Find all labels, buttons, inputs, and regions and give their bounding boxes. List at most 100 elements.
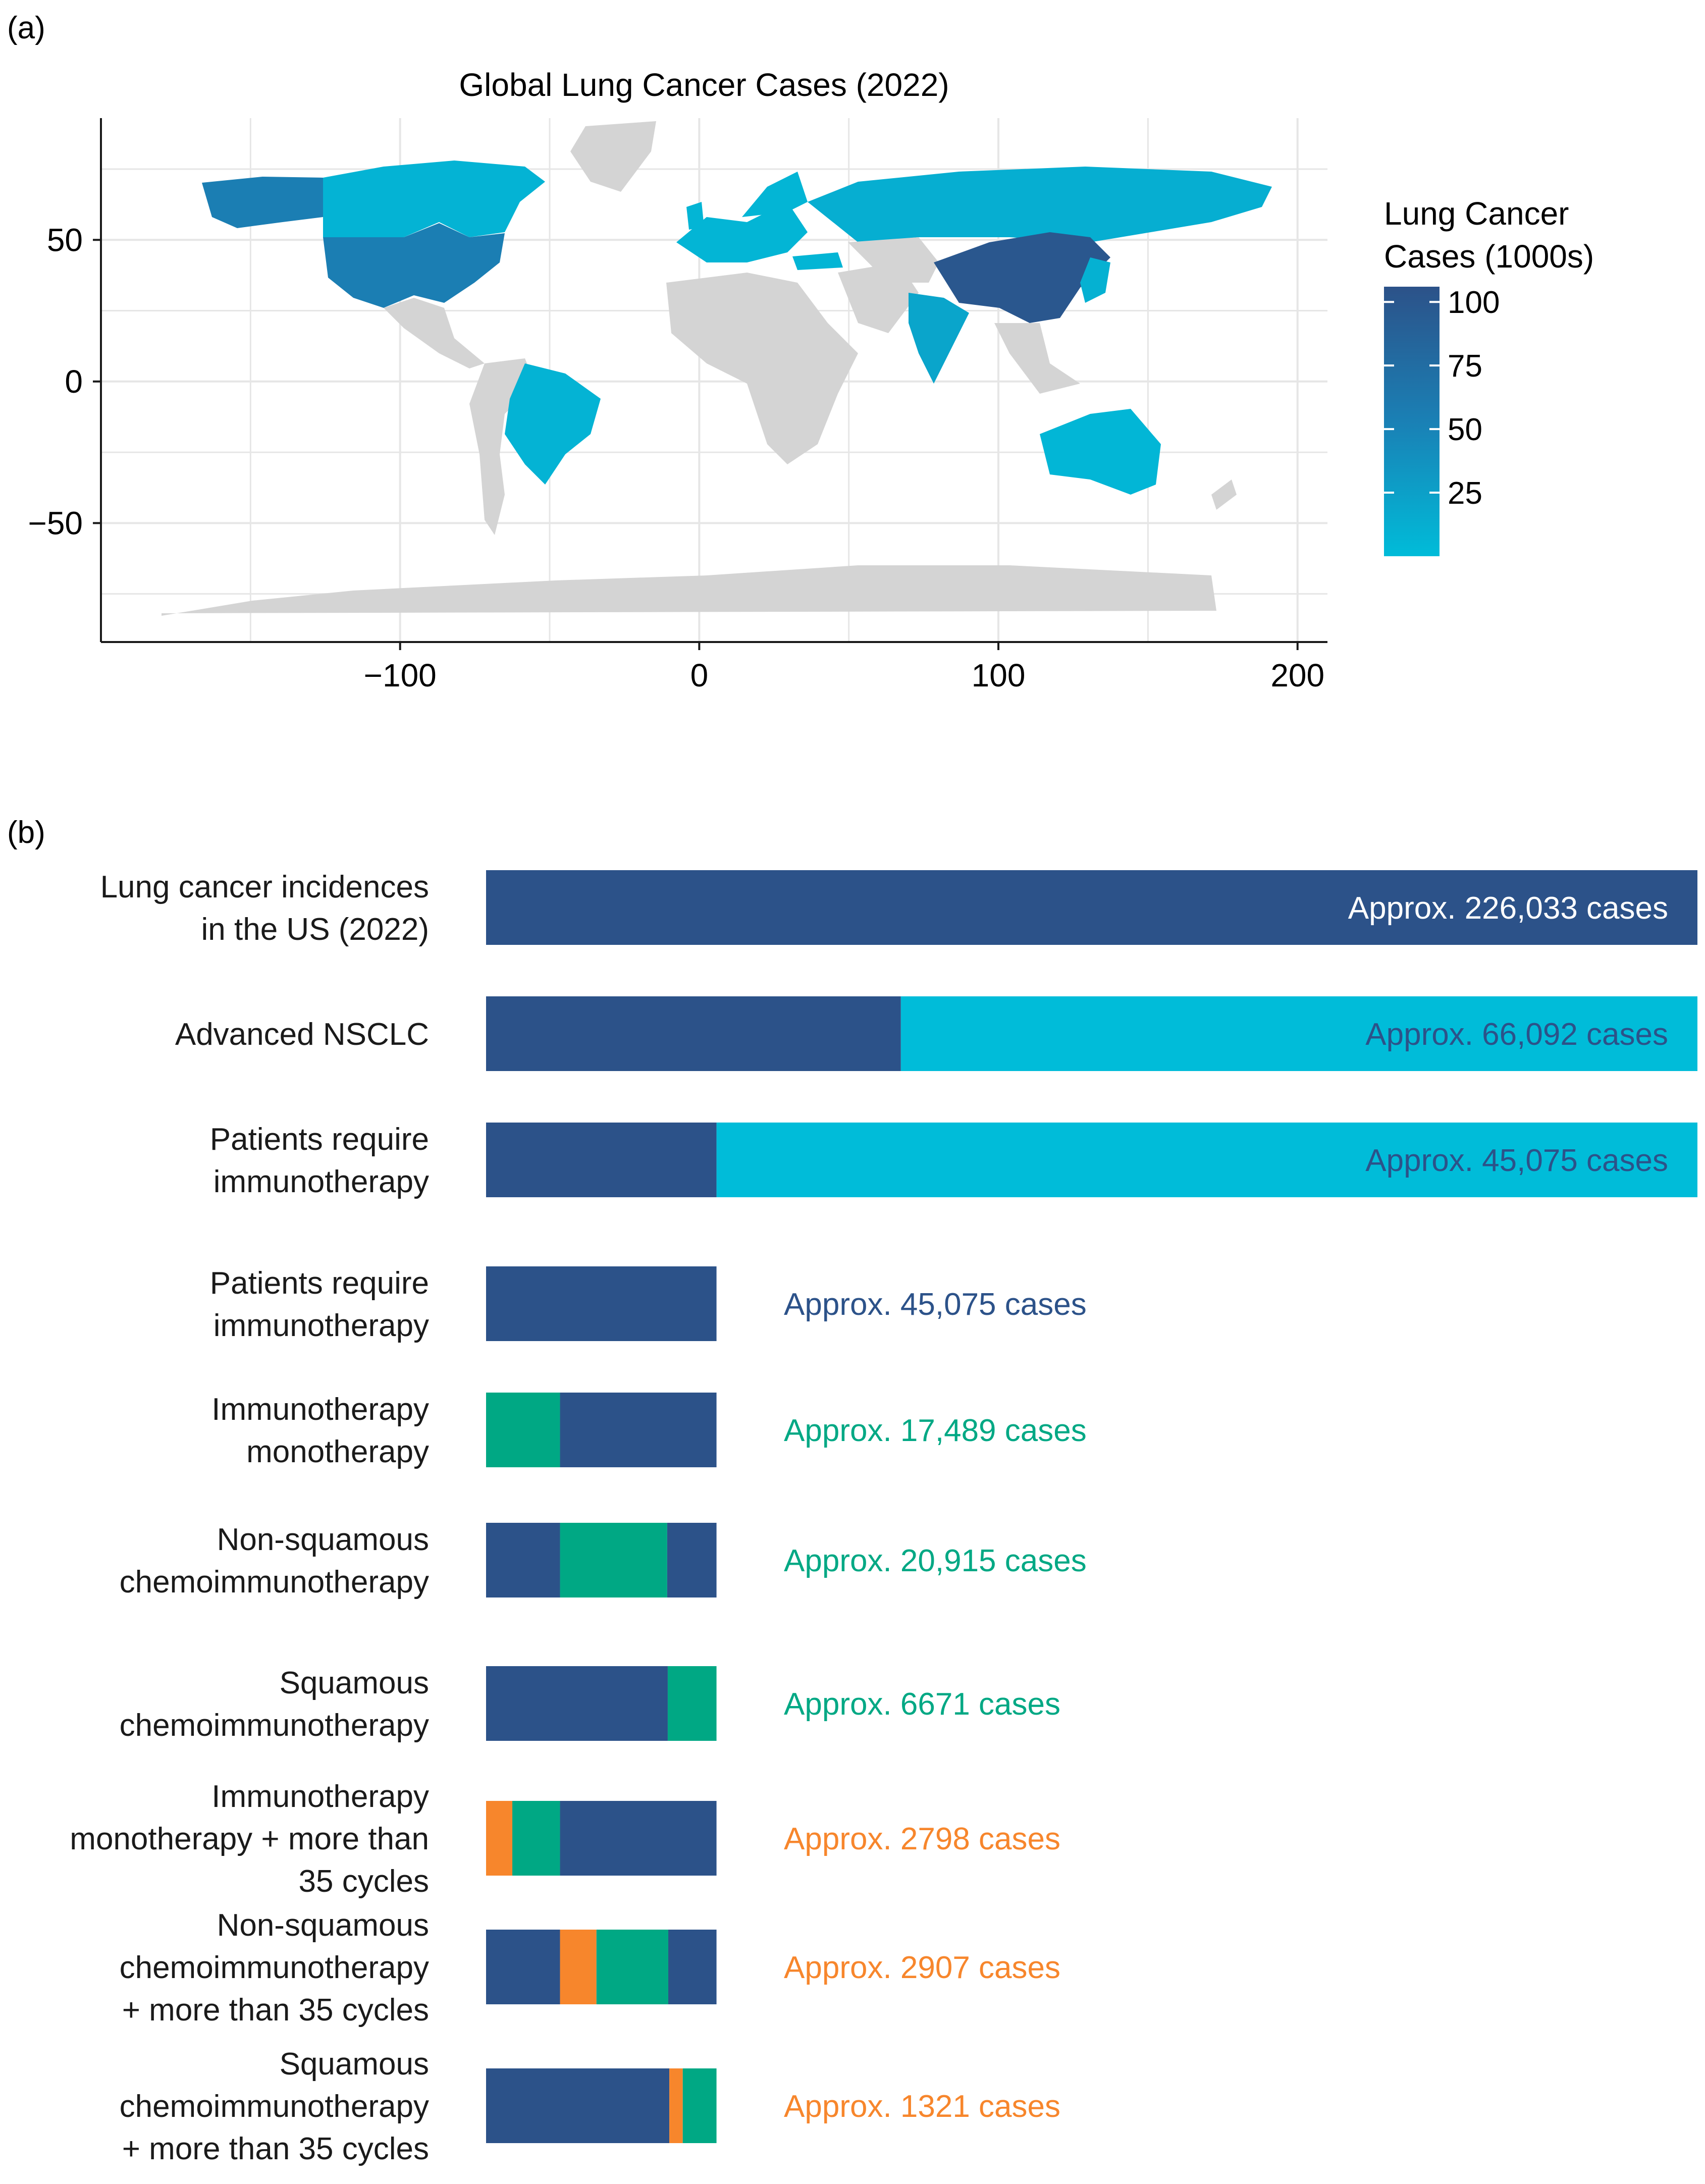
bar-row-10: Squamous chemoimmunotherapy + more than 35… [120, 2047, 1060, 2166]
country-southeast-asia [994, 323, 1080, 394]
legend-tick-label: 100 [1448, 285, 1500, 320]
country-china [934, 232, 1110, 323]
map-x-tick-label: 100 [972, 657, 1026, 694]
bar-segment-green [596, 1930, 669, 2004]
map-x-tick-label: −100 [364, 657, 437, 694]
bar-segment-green [512, 1801, 560, 1876]
bar-label-line: in the US (2022) [201, 912, 429, 947]
bar-segment-green [667, 1666, 717, 1741]
bar-segment-green [486, 1393, 560, 1467]
bar-segment-dark-blue [486, 1930, 560, 2004]
bar-segment-dark-blue [486, 1123, 717, 1197]
country-greenland [570, 121, 656, 192]
country-canada [323, 161, 545, 237]
country-india [909, 293, 969, 384]
bar-segment-dark-blue [667, 1523, 717, 1597]
bar-label-line: Lung cancer incidences [100, 870, 429, 904]
bar-segment-dark-blue [486, 870, 1697, 945]
bar-annotation: Approx. 226,033 cases [1348, 891, 1668, 926]
bar-row-9: Non-squamous chemoimmunotherapy + more tha… [120, 1908, 1060, 2028]
legend-tick-label: 50 [1448, 412, 1482, 447]
country-brazil [505, 363, 601, 485]
figure-b-bars: (b) Lung cancer incidences in the US (202… [7, 815, 1697, 2166]
legend-ticks: 100 75 50 25 [1384, 285, 1500, 511]
map-title: Global Lung Cancer Cases (2022) [459, 67, 949, 103]
country-africa [666, 273, 858, 464]
bar-label-line: Squamous [280, 2047, 429, 2082]
bar-segment-light-blue [716, 1123, 1697, 1197]
country-japan [1080, 257, 1110, 303]
bar-segment-dark-blue [560, 1393, 717, 1467]
bar-annotation: Approx. 45,075 cases [784, 1287, 1087, 1322]
legend-tick-label: 25 [1448, 476, 1482, 511]
bar-annotation: Approx. 6671 cases [784, 1687, 1060, 1722]
bar-annotation: Approx. 20,915 cases [784, 1543, 1087, 1578]
bar-row-7: Squamous chemoimmunotherapy Approx. 6671 c… [120, 1666, 1060, 1743]
country-mexico-central [384, 298, 485, 368]
bar-label-line: chemoimmunotherapy [120, 1565, 429, 1600]
bar-segment-dark-blue [486, 1666, 668, 1741]
bar-label-line: chemoimmunotherapy [120, 1708, 429, 1743]
panel-a-label: (a) [7, 11, 45, 45]
bar-label-line: 35 cycles [299, 1864, 429, 1899]
bar-label-line: Non-squamous [217, 1522, 429, 1557]
bar-segment-green [682, 2068, 717, 2143]
country-antarctica [162, 565, 1216, 616]
country-central-asia [848, 237, 939, 283]
bar-segment-dark-blue [486, 2068, 670, 2143]
bar-label-line: Squamous [280, 1666, 429, 1700]
bar-segment-dark-blue [486, 1523, 560, 1597]
bar-annotation: Approx. 2907 cases [784, 1950, 1060, 1985]
bar-row-8: Immunotherapy monotherapy + more than 35 c… [70, 1779, 1060, 1899]
map-y-tick-label: 0 [65, 363, 83, 400]
bar-segment-orange [560, 1930, 597, 2004]
bar-row-2: Advanced NSCLC Approx. 66,092 cases [175, 996, 1697, 1071]
bars-group: Lung cancer incidences in the US (2022) Ap… [70, 870, 1697, 2166]
bar-label-line: monotherapy + more than [70, 1822, 429, 1856]
country-europe [676, 202, 808, 262]
bar-annotation: Approx. 45,075 cases [1365, 1143, 1668, 1178]
bar-segment-dark-blue [668, 1930, 717, 2004]
panel-b-label: (b) [7, 815, 45, 850]
map-ticks: −100 0 100 200 50 0 −50 [28, 222, 1324, 694]
bar-row-1: Lung cancer incidences in the US (2022) Ap… [100, 870, 1697, 947]
bar-annotation: Approx. 66,092 cases [1365, 1017, 1668, 1052]
bar-segment-light-blue [900, 996, 1697, 1071]
bar-label-line: + more than 35 cycles [122, 1993, 429, 2028]
bar-segment-dark-blue [560, 1801, 717, 1876]
country-russia [808, 167, 1272, 242]
map-y-tick-label: −50 [28, 505, 83, 541]
legend-title-line1: Lung Cancer [1384, 195, 1569, 232]
bar-label-line: immunotherapy [214, 1308, 429, 1343]
map-x-tick-label: 200 [1270, 657, 1324, 694]
bar-label-line: Immunotherapy [211, 1392, 429, 1427]
bar-label-line: monotherapy [246, 1434, 429, 1469]
bar-annotation: Approx. 1321 cases [784, 2089, 1060, 2124]
bar-segment-green [560, 1523, 667, 1597]
bar-segment-orange [486, 1801, 513, 1876]
map-y-tick-label: 50 [47, 222, 83, 258]
bar-label-line: chemoimmunotherapy [120, 1950, 429, 1985]
bar-annotation: Approx. 17,489 cases [784, 1413, 1087, 1448]
bar-row-3: Patients require immunotherapy Approx. 45,… [210, 1122, 1697, 1199]
map-x-tick-label: 0 [690, 657, 709, 694]
bar-row-4: Patients require immunotherapy Approx. 45,… [210, 1266, 1087, 1343]
legend-title-line2: Cases (1000s) [1384, 238, 1594, 275]
bar-segment-dark-blue [486, 996, 901, 1071]
bar-label-line: + more than 35 cycles [122, 2132, 429, 2166]
bar-label-line: Non-squamous [217, 1908, 429, 1943]
bar-label-line: Patients require [210, 1122, 429, 1157]
bar-segment-dark-blue [486, 1266, 717, 1341]
map-land [162, 121, 1272, 616]
country-new-zealand [1211, 480, 1237, 510]
bar-label-line: Patients require [210, 1266, 429, 1301]
bar-segment-orange [669, 2068, 683, 2143]
bar-label-line: Advanced NSCLC [175, 1017, 429, 1052]
figure-a-map: (a) Global Lung Cancer Cases (2022) −100… [7, 11, 1594, 694]
bar-annotation: Approx. 2798 cases [784, 1822, 1060, 1856]
bar-label-line: chemoimmunotherapy [120, 2089, 429, 2124]
legend-tick-label: 75 [1448, 349, 1482, 384]
bar-label-line: Immunotherapy [211, 1779, 429, 1814]
country-south-america-west [469, 358, 535, 535]
country-turkey [792, 252, 843, 270]
